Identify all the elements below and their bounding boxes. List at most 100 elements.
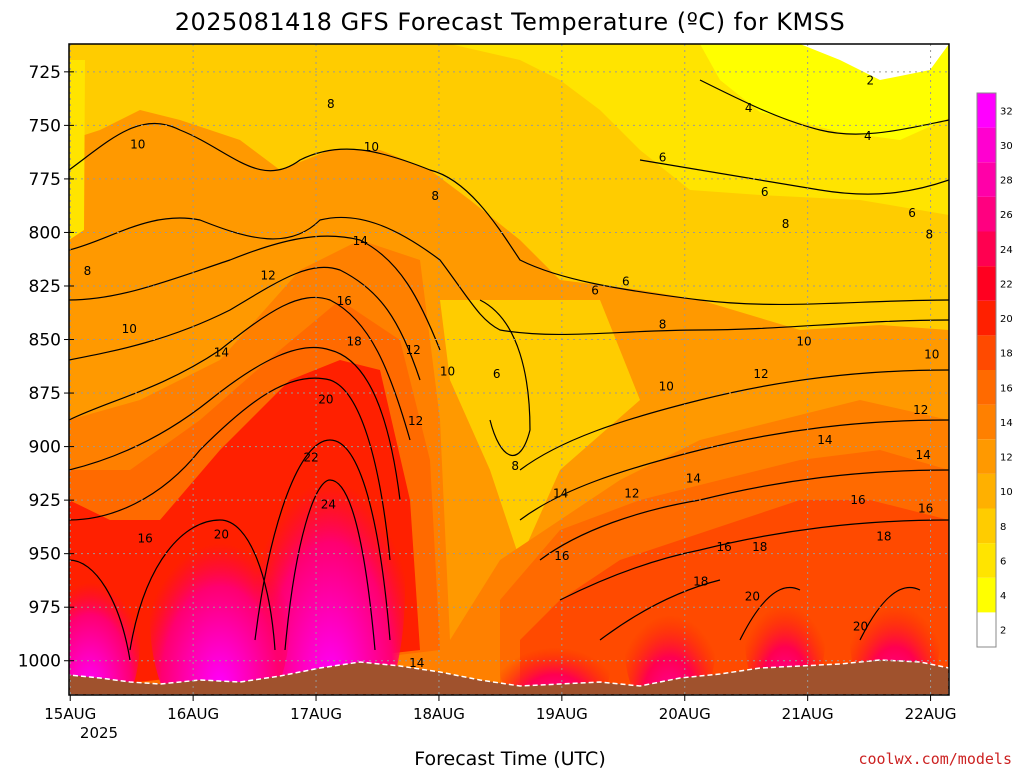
warm-core-15aug	[69, 550, 140, 695]
y-tick-label: 725	[29, 63, 61, 83]
colorbar-swatch	[977, 266, 996, 301]
contour-label: 24	[321, 497, 336, 511]
colorbar-label: 24	[1000, 245, 1013, 256]
colorbar-swatch	[977, 127, 996, 163]
colorbar-swatch	[977, 231, 996, 267]
band-left-yellow	[69, 60, 85, 240]
colorbar-label: 14	[1000, 418, 1013, 429]
contour-label: 6	[908, 206, 916, 220]
contour-label: 6	[761, 185, 769, 199]
contour-label: 12	[408, 414, 423, 428]
x-tick-label: 16AUG	[167, 705, 219, 723]
x-tick-label: 19AUG	[536, 705, 588, 723]
contour-label: 16	[138, 532, 153, 546]
contour-label: 10	[796, 335, 811, 349]
contour-label: 16	[918, 502, 933, 516]
colorbar-label: 10	[1000, 487, 1013, 498]
contour-label: 2	[867, 73, 875, 87]
contour-label: 18	[346, 335, 361, 349]
colorbar-frame	[976, 92, 997, 648]
colorbar-label: 12	[1000, 453, 1013, 464]
colorbar-swatch	[977, 93, 996, 128]
contour-label: 8	[84, 264, 92, 278]
contour-label: 10	[122, 322, 137, 336]
warm-core-19aug	[500, 625, 610, 695]
contour-label: 16	[554, 549, 569, 563]
x-axis-label: Forecast Time (UTC)	[414, 748, 605, 768]
contour-label: 20	[745, 589, 760, 603]
x-axis: 15AUG 16AUG 17AUG 18AUG 19AUG 20AUG 21AUG 22AUG	[44, 695, 957, 723]
contour-label: 14	[686, 472, 701, 486]
contour-label: 14	[409, 656, 424, 670]
contour-label: 14	[353, 234, 368, 248]
contour-label: 14	[553, 487, 568, 501]
x-tick-label: 18AUG	[413, 705, 465, 723]
contour-label: 10	[130, 138, 145, 152]
colorbar-swatch	[977, 577, 996, 613]
contour-label: 10	[440, 365, 455, 379]
y-tick-label: 925	[29, 491, 61, 511]
contour-label: 10	[659, 380, 674, 394]
y-tick-label: 975	[29, 598, 61, 618]
colorbar-swatch	[977, 473, 996, 509]
contour-label: 14	[916, 448, 931, 462]
contour-label: 12	[913, 403, 928, 417]
plot-frame	[68, 43, 950, 696]
plot-area	[69, 44, 949, 695]
x-year-label: 2025	[80, 724, 118, 742]
y-tick-label: 825	[29, 277, 61, 297]
x-tick-label: 17AUG	[290, 705, 342, 723]
contour-label: 8	[327, 97, 335, 111]
colorbar-swatch	[977, 439, 996, 474]
contour-label: 4	[864, 129, 872, 143]
contour-label: 18	[876, 530, 891, 544]
colorbar-swatch	[977, 300, 996, 336]
contour-label: 6	[493, 367, 501, 381]
contour-label: 8	[782, 217, 790, 231]
colorbar-swatch	[977, 612, 996, 647]
y-tick-label: 800	[29, 223, 61, 243]
contour-label: 22	[303, 450, 318, 464]
contour-label: 12	[624, 487, 639, 501]
contour-label: 14	[214, 345, 229, 359]
colorbar-label: 32	[1000, 106, 1013, 117]
y-tick-label: 1000	[18, 652, 61, 672]
colorbar-label: 30	[1000, 141, 1013, 152]
x-tick-label: 15AUG	[44, 705, 96, 723]
band-middle-trough	[440, 300, 640, 560]
contour-label: 6	[659, 150, 667, 164]
y-tick-label: 950	[29, 545, 61, 565]
grid-lines	[69, 44, 949, 695]
x-tick-label: 20AUG	[659, 705, 711, 723]
contour-label: 12	[753, 367, 768, 381]
contour-label: 16	[337, 294, 352, 308]
contour-label: 14	[817, 433, 832, 447]
x-tick-label: 21AUG	[782, 705, 834, 723]
contour-label: 10	[364, 140, 379, 154]
contour-label: 10	[924, 348, 939, 362]
contour-label: 8	[511, 459, 519, 473]
colorbar-label: 6	[1000, 556, 1006, 567]
warm-core-16aug	[150, 500, 290, 695]
y-tick-label: 850	[29, 331, 61, 351]
contour-label: 8	[659, 318, 667, 332]
contour-label: 20	[214, 527, 229, 541]
colorbar-label: 8	[1000, 522, 1006, 533]
colorbar-swatch	[977, 508, 996, 544]
colorbar-swatch	[977, 404, 996, 440]
x-tick-label: 22AUG	[905, 705, 957, 723]
colorbar-label: 28	[1000, 176, 1013, 187]
colorbar-swatch	[977, 162, 996, 197]
contour-label: 18	[752, 540, 767, 554]
y-tick-label: 900	[29, 438, 61, 458]
colorbar-label: 22	[1000, 279, 1013, 290]
contour-label: 6	[622, 275, 630, 289]
y-axis: 725 750 775 800 825 850 875 900 925 950 975 1000	[18, 63, 74, 672]
contour-label: 16	[716, 540, 731, 554]
chart-title: 2025081418 GFS Forecast Temperature (ºC)…	[175, 8, 845, 36]
contour-label: 8	[431, 189, 439, 203]
colorbar-swatch	[977, 196, 996, 232]
colorbar-label: 16	[1000, 383, 1013, 394]
